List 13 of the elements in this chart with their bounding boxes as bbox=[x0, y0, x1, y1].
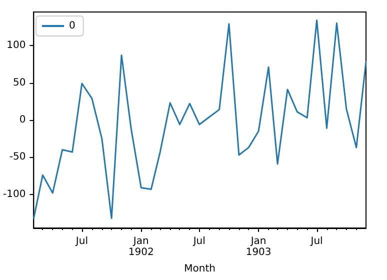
x-tick-label: Jul bbox=[192, 236, 206, 247]
x-tick-label: Jan 1902 bbox=[128, 236, 154, 258]
y-tick-label: -50 bbox=[9, 152, 26, 163]
legend-label: 0 bbox=[69, 20, 76, 32]
y-tick-label: -100 bbox=[2, 188, 26, 200]
line-series bbox=[32, 19, 367, 220]
x-tick-label: Jan 1903 bbox=[246, 236, 272, 258]
x-tick-label: Jul bbox=[310, 236, 323, 247]
y-tick-label: 50 bbox=[12, 77, 26, 88]
y-tick-label: 0 bbox=[19, 114, 26, 126]
y-tick-label: 100 bbox=[6, 40, 26, 52]
x-axis-title: Month bbox=[184, 264, 216, 274]
x-tick-label: Jul bbox=[74, 236, 88, 247]
